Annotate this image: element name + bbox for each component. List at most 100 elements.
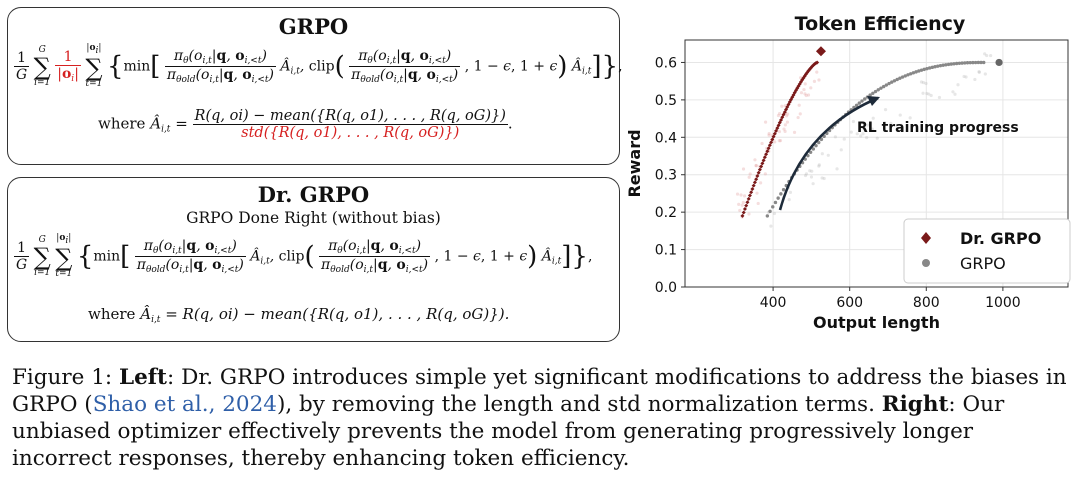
chart-axes: 400 600 800 1000 0.0 0.1 0.2 0.3 0.4 0.5 0.6 <box>655 55 1021 311</box>
dr-grpo-point <box>755 173 760 178</box>
background-sample-point <box>812 79 817 83</box>
background-sample-point <box>809 175 814 179</box>
background-sample-point <box>797 103 801 107</box>
background-sample-point <box>809 86 813 90</box>
grpo-point <box>857 101 862 105</box>
background-sample-point <box>804 93 808 98</box>
dr-grpo-point <box>815 60 820 65</box>
y-tick-label: 0.6 <box>655 55 677 71</box>
grpo-point <box>892 79 897 83</box>
background-sample-point <box>803 82 807 86</box>
grpo-point <box>898 76 902 80</box>
dr-grpo-point <box>749 190 754 195</box>
grpo-point <box>971 60 975 65</box>
grpo-point <box>952 62 956 66</box>
background-sample-point <box>866 123 870 127</box>
background-sample-point <box>859 134 863 138</box>
dr-grpo-point <box>759 164 764 169</box>
grpo-point <box>814 143 818 148</box>
x-tick-label: 800 <box>913 295 940 311</box>
background-sample-point <box>788 190 793 194</box>
grpo-point <box>982 60 986 65</box>
background-sample-point <box>810 169 814 173</box>
background-sample-point <box>735 192 740 196</box>
grpo-point <box>960 61 964 65</box>
background-sample-point <box>927 92 931 96</box>
legend-grpo-marker <box>922 259 930 267</box>
background-sample-point <box>747 175 751 179</box>
background-sample-point <box>983 52 987 56</box>
y-axis-label: Reward <box>625 129 644 197</box>
grpo-point <box>963 61 967 65</box>
grpo-point <box>944 63 948 67</box>
grpo-point <box>949 62 953 66</box>
token-efficiency-chart: Token Efficiency 400 600 800 1000 0.0 0.1 0.2 0… <box>625 13 1071 332</box>
grpo-point <box>776 196 780 200</box>
grpo-point <box>900 75 905 79</box>
background-sample-point <box>777 129 782 134</box>
background-sample-point <box>760 141 764 146</box>
dr-grpo-point <box>774 128 779 133</box>
background-sample-point <box>921 91 925 95</box>
background-sample-point <box>817 163 821 167</box>
grpo-point <box>909 72 913 76</box>
background-sample-point <box>977 70 981 74</box>
caption-left-text-end: ), by removing the length and std normal… <box>276 392 875 417</box>
rl-progress-arrow <box>778 96 879 211</box>
figure-caption: Figure 1: Left: Dr. GRPO introduces simp… <box>12 364 1076 472</box>
grpo-point <box>854 103 859 107</box>
background-sample-point <box>754 163 758 168</box>
dr-grpo-advantage-subscript: i,t <box>151 315 161 325</box>
grpo-point <box>876 88 880 92</box>
grpo-point <box>979 60 983 65</box>
grpo-point <box>922 67 926 72</box>
grpo-point <box>863 97 867 101</box>
background-sample-point <box>925 91 929 96</box>
dr-grpo-point <box>762 155 767 160</box>
background-sample-point <box>865 136 869 140</box>
background-sample-point <box>842 137 846 141</box>
grpo-point <box>884 83 889 87</box>
grpo-point <box>911 71 916 75</box>
dr-grpo-point <box>756 170 761 175</box>
dr-grpo-advantage-symbol: Â <box>140 305 152 323</box>
x-axis-label: Output length <box>813 313 940 332</box>
grpo-point <box>965 61 970 65</box>
dr-grpo-subtitle: GRPO Done Right (without bias) <box>186 209 441 227</box>
background-sample-point <box>785 120 790 124</box>
background-sample-point <box>953 92 957 96</box>
legend-frame <box>903 218 1071 284</box>
grpo-point <box>817 140 821 145</box>
grpo-point <box>903 74 907 78</box>
grpo-advantage-formula: where Âi,t = R(q, oi) − mean({R(q, o1), … <box>98 108 513 141</box>
background-sample-point <box>817 164 821 168</box>
dr-grpo-point <box>744 203 749 208</box>
background-sample-point <box>937 95 942 100</box>
background-sample-point <box>802 87 806 92</box>
x-tick-label: 400 <box>760 295 787 311</box>
y-tick-label: 0.4 <box>655 130 677 146</box>
grpo-point <box>890 80 894 84</box>
background-sample-point <box>871 116 875 120</box>
dr-grpo-final-point <box>815 46 826 57</box>
grpo-point <box>808 150 813 154</box>
background-sample-point <box>792 130 797 135</box>
background-sample-point <box>977 70 981 74</box>
caption-right-text: : Our unbiased optimizer effectively pre… <box>12 392 1005 471</box>
background-sample-point <box>839 148 843 152</box>
legend-grpo-label: GRPO <box>960 254 1006 273</box>
background-sample-point <box>883 121 887 125</box>
background-sample-point <box>767 131 771 136</box>
grpo-title: GRPO <box>278 14 349 39</box>
background-sample-point <box>783 123 787 127</box>
background-sample-point <box>889 121 893 125</box>
citation-link[interactable]: Shao et al., 2024 <box>92 392 277 417</box>
background-sample-point <box>753 158 757 162</box>
rl-progress-arrowhead <box>867 96 880 106</box>
background-sample-point <box>739 193 743 197</box>
background-sample-point <box>796 115 800 120</box>
dr-grpo-point <box>769 140 774 145</box>
grpo-point <box>946 62 951 67</box>
